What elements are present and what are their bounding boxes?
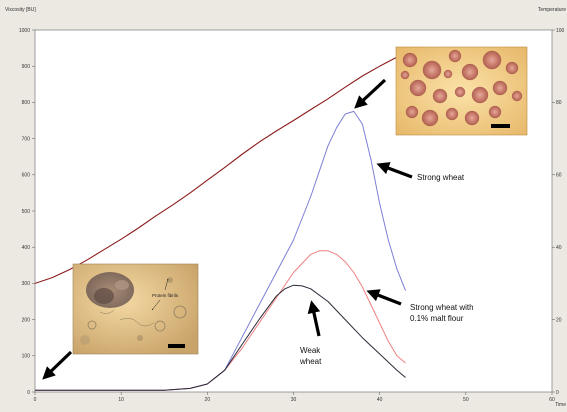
y-tick-label: 100	[22, 354, 31, 360]
y-tick-label: 900	[22, 64, 31, 70]
y2-tick-label: 80	[556, 100, 562, 106]
y2-tick-label: 60	[556, 173, 562, 179]
x-tick-label: 50	[463, 397, 469, 403]
y-tick-label: 200	[22, 317, 31, 323]
y2-tick-label: 40	[556, 245, 562, 251]
y-tick-label: 800	[22, 100, 31, 106]
y2-axis-ticks: 0 20 40 60 80 100	[552, 28, 565, 396]
annotation-malt-flour: Strong wheat with 0.1% malt flour	[410, 303, 476, 323]
fibril-pointer-down	[151, 299, 161, 311]
y-tick-label: 1000	[19, 28, 30, 34]
y-tick-label: 0	[27, 390, 30, 396]
scale-bar	[168, 344, 185, 348]
protein-fibrils-label: Protein fibrils	[152, 293, 179, 298]
annotation-weak-wheat: Weak wheat	[299, 346, 323, 366]
y-axis-title: Viscosity [BU]	[5, 7, 36, 13]
y-axis-ticks: 0 100 200 300 400 500 600 700 800 900 1000	[19, 28, 35, 396]
arrow-strong-wheat	[376, 162, 413, 179]
protein-fibrils-micrograph: Protein fibrils	[72, 263, 199, 355]
x-tick-label: 0	[34, 397, 37, 403]
y-tick-label: 700	[22, 136, 31, 142]
arrow-weak-wheat	[307, 300, 321, 337]
y2-axis-title: Temperature	[538, 7, 566, 13]
x-axis-ticks: 0 10 20 30 40 50 60	[34, 392, 555, 403]
arrow-malt-flour	[366, 289, 402, 306]
annotation-strong-wheat: Strong wheat	[417, 173, 465, 182]
y2-tick-label: 20	[556, 317, 562, 323]
x-tick-label: 30	[291, 397, 297, 403]
y-tick-label: 600	[22, 173, 31, 179]
x-tick-label: 40	[377, 397, 383, 403]
y-tick-label: 400	[22, 245, 31, 251]
arrow-to-granules-inset	[354, 78, 387, 109]
scale-bar	[491, 124, 510, 128]
arrow-to-fibrils-inset	[42, 350, 73, 380]
starch-granules-micrograph	[395, 46, 528, 136]
fibril-pointer-up	[164, 278, 169, 291]
y-tick-label: 300	[22, 281, 31, 287]
series-layer	[35, 52, 406, 391]
x-tick-label: 10	[118, 397, 124, 403]
y2-tick-label: 0	[556, 390, 559, 396]
x-tick-label: 20	[205, 397, 211, 403]
x-tick-label: 60	[549, 397, 555, 403]
series-line-0	[35, 52, 406, 284]
x-axis-title: Time	[555, 402, 566, 408]
annotation-arrows	[42, 78, 413, 380]
y-tick-label: 500	[22, 209, 31, 215]
y2-tick-label: 100	[556, 28, 565, 34]
series-line-3	[35, 284, 406, 391]
